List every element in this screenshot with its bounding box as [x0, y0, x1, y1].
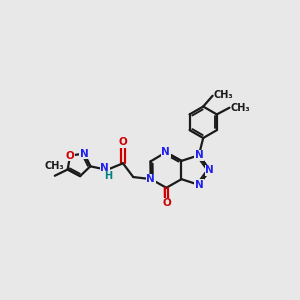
- Text: CH₃: CH₃: [231, 103, 250, 113]
- Text: O: O: [118, 137, 127, 147]
- Text: N: N: [161, 147, 170, 157]
- Text: O: O: [66, 151, 74, 160]
- Text: CH₃: CH₃: [214, 90, 233, 100]
- Text: N: N: [146, 174, 155, 184]
- Text: N: N: [194, 180, 203, 190]
- Text: N: N: [205, 165, 214, 175]
- Text: O: O: [162, 199, 171, 208]
- Text: N: N: [100, 164, 109, 173]
- Text: N: N: [194, 150, 203, 160]
- Text: N: N: [80, 148, 88, 159]
- Text: H: H: [104, 171, 112, 181]
- Text: CH₃: CH₃: [45, 160, 64, 171]
